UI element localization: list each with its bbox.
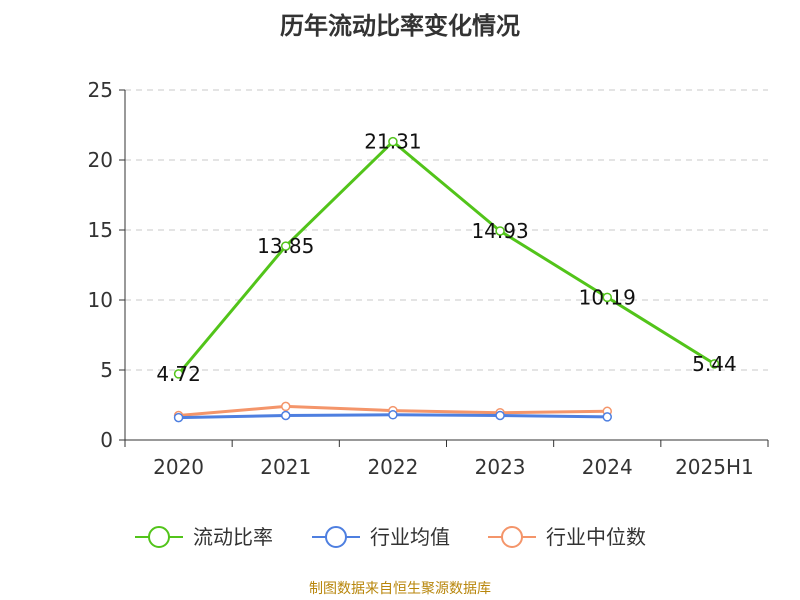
series-line bbox=[177, 140, 716, 375]
data-point bbox=[602, 412, 612, 422]
data-label: 21.31 bbox=[364, 130, 421, 154]
data-label: 13.85 bbox=[257, 234, 314, 258]
data-point bbox=[281, 401, 291, 412]
legend: 流动比率 行业均值 行业中位数 bbox=[135, 525, 646, 549]
data-label: 14.93 bbox=[471, 219, 528, 243]
data-labels: 4.72 13.85 21.31 14.93 10.19 5.44 bbox=[156, 130, 736, 386]
chart-title: 历年流动比率变化情况 bbox=[280, 12, 520, 40]
data-point bbox=[709, 359, 720, 369]
axes: 0 5 10 15 20 25 2020 2021 2022 2023 2024 2025H1 bbox=[88, 78, 769, 479]
y-tick-label: 20 bbox=[88, 148, 113, 172]
x-tick-label: 2021 bbox=[260, 455, 311, 479]
y-tick-label: 25 bbox=[88, 78, 113, 102]
data-point bbox=[173, 369, 184, 379]
y-tick-label: 5 bbox=[100, 358, 113, 382]
legend-label: 行业中位数 bbox=[546, 525, 646, 549]
data-point bbox=[495, 226, 505, 236]
legend-label: 行业均值 bbox=[370, 525, 450, 549]
data-point bbox=[388, 136, 398, 147]
data-label: 4.72 bbox=[156, 362, 201, 386]
data-point bbox=[495, 410, 505, 421]
legend-label: 流动比率 bbox=[193, 525, 273, 549]
grid-lines bbox=[125, 89, 768, 371]
data-point bbox=[281, 410, 291, 421]
x-tick-label: 2025H1 bbox=[675, 455, 754, 479]
legend-marker-icon bbox=[325, 526, 347, 548]
source-note: 制图数据来自恒生聚源数据库 bbox=[309, 581, 491, 597]
legend-marker-icon bbox=[501, 526, 523, 548]
y-tick-label: 0 bbox=[100, 428, 113, 452]
series-lines bbox=[173, 136, 720, 423]
y-tick-label: 10 bbox=[88, 288, 113, 312]
x-tick-label: 2023 bbox=[475, 455, 526, 479]
data-label: 10.19 bbox=[579, 285, 636, 309]
x-tick-label: 2020 bbox=[153, 455, 204, 479]
data-point bbox=[281, 241, 291, 251]
data-point bbox=[173, 412, 184, 423]
data-point bbox=[388, 410, 398, 420]
y-tick-label: 15 bbox=[88, 218, 113, 242]
data-label: 5.44 bbox=[692, 352, 737, 376]
data-point bbox=[602, 292, 612, 303]
x-tick-label: 2024 bbox=[582, 455, 633, 479]
x-tick-label: 2022 bbox=[367, 455, 418, 479]
legend-marker-icon bbox=[148, 526, 170, 548]
